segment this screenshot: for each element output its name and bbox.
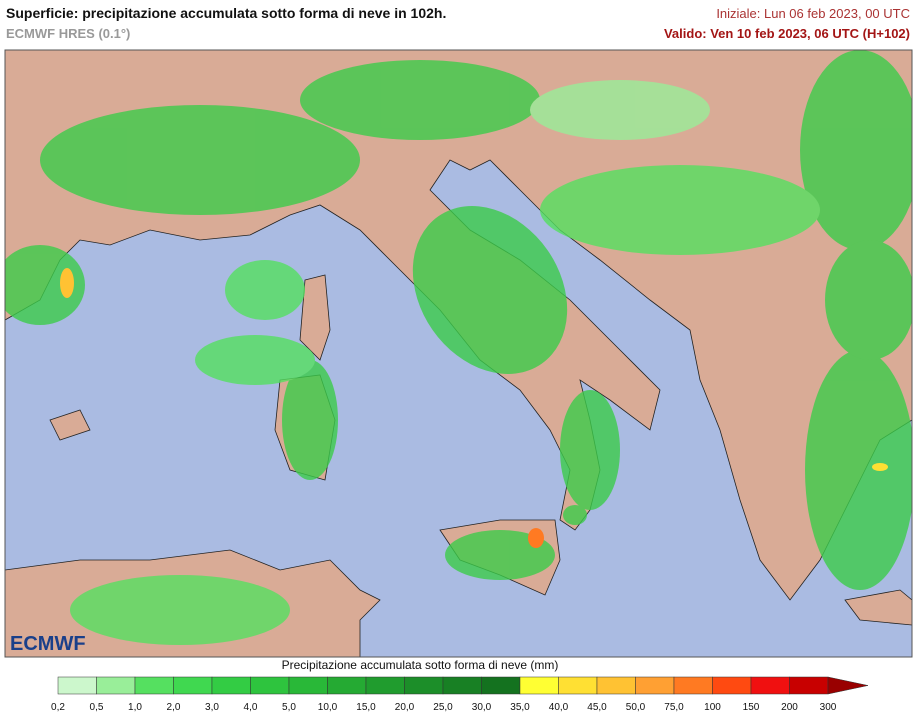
initial-time: Iniziale: Lun 06 feb 2023, 00 UTC <box>716 6 910 21</box>
valid-time: Valido: Ven 10 feb 2023, 06 UTC (H+102) <box>664 26 910 41</box>
legend-swatch <box>519 676 559 695</box>
legend-swatch <box>365 676 405 695</box>
legend-label: 30,0 <box>472 702 492 713</box>
legend-swatch <box>288 676 328 695</box>
legend-label: 1,0 <box>128 702 142 713</box>
legend-label: 35,0 <box>510 702 530 713</box>
legend-label: 4,0 <box>244 702 258 713</box>
legend-swatch <box>442 676 482 695</box>
legend-label: 2,0 <box>167 702 181 713</box>
legend-label: 15,0 <box>356 702 376 713</box>
legend-swatch <box>96 676 136 695</box>
title: Superficie: precipitazione accumulata so… <box>6 5 446 21</box>
legend-swatch <box>327 676 367 695</box>
legend-label: 3,0 <box>205 702 219 713</box>
legend-label: 5,0 <box>282 702 296 713</box>
legend-title: Precipitazione accumulata sotto forma di… <box>282 658 559 672</box>
legend-swatch <box>558 676 598 695</box>
legend-swatch <box>404 676 444 695</box>
legend: 0,2 0,5 1,0 2,0 3,0 4,0 5,0 10,0 15,0 20,0 25,0 30,… <box>51 676 869 713</box>
legend-label: 25,0 <box>433 702 453 713</box>
logo: ECMWF <box>10 633 86 655</box>
subtitle: ECMWF HRES (0.1°) <box>6 26 130 41</box>
legend-swatch <box>673 676 713 695</box>
legend-swatch <box>750 676 790 695</box>
legend-swatch <box>250 676 290 695</box>
legend-label: 20,0 <box>395 702 415 713</box>
legend-swatch <box>211 676 251 695</box>
legend-swatch <box>173 676 213 695</box>
legend-swatch <box>712 676 752 695</box>
legend-label: 40,0 <box>549 702 569 713</box>
legend-swatch <box>789 676 829 695</box>
snow-max <box>528 528 544 548</box>
legend-label: 0,2 <box>51 702 65 713</box>
legend-label: 300 <box>820 702 837 713</box>
snow-areas <box>5 50 912 645</box>
legend-label: 75,0 <box>664 702 684 713</box>
legend-swatch <box>481 676 521 695</box>
legend-swatch <box>57 676 97 695</box>
legend-label: 150 <box>743 702 760 713</box>
legend-label: 50,0 <box>626 702 646 713</box>
legend-label: 0,5 <box>90 702 104 713</box>
legend-overflow <box>827 676 869 695</box>
legend-swatch <box>134 676 174 695</box>
legend-label: 100 <box>704 702 721 713</box>
legend-label: 45,0 <box>587 702 607 713</box>
map-frame <box>4 49 913 658</box>
map: ECMWF <box>4 49 913 658</box>
legend-label: 200 <box>781 702 798 713</box>
snow-max <box>872 463 888 471</box>
snow-max <box>60 268 74 298</box>
legend-label: 10,0 <box>318 702 338 713</box>
legend-swatch <box>635 676 675 695</box>
legend-swatch <box>596 676 636 695</box>
